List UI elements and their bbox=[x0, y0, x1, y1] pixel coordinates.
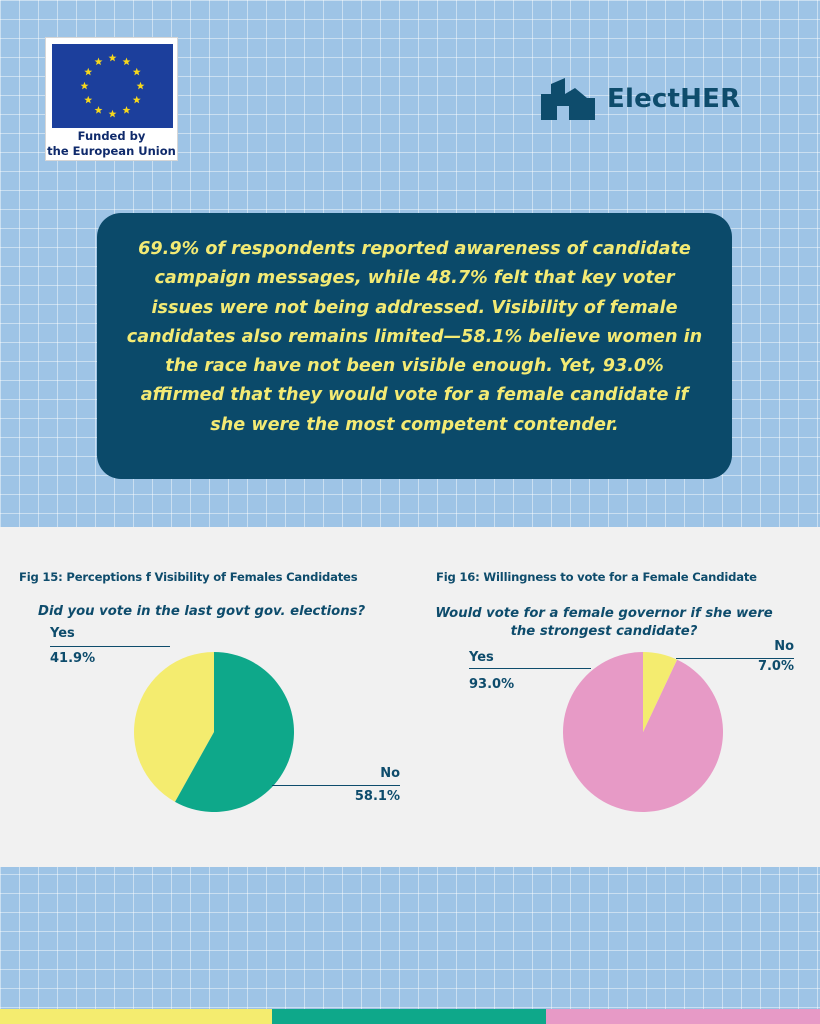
eu-stars-ring bbox=[80, 53, 145, 118]
eu-flag-icon bbox=[52, 44, 173, 128]
eu-star-icon bbox=[94, 57, 103, 66]
eu-star-icon bbox=[132, 67, 141, 76]
fig16-title: Fig 16: Willingness to vote for a Female… bbox=[436, 570, 757, 584]
fig15-yes-value: 41.9% bbox=[50, 651, 96, 666]
fig15-pie-slice-yes bbox=[134, 652, 214, 802]
fig15-question: Did you vote in the last govt gov. elect… bbox=[38, 604, 366, 619]
eu-star-icon bbox=[80, 81, 89, 90]
bottom-stripe-yellow bbox=[0, 1009, 272, 1024]
fig16-question-line1: Would vote for a female governor if she … bbox=[435, 606, 773, 621]
summary-text: 69.9% of respondents reported awareness … bbox=[126, 239, 703, 435]
bottom-stripe-pink bbox=[546, 1009, 820, 1024]
eu-funding-logo: Funded by the European Union bbox=[45, 37, 178, 161]
eu-funding-line1: Funded by bbox=[77, 129, 146, 143]
electher-brand-name: ElectHER bbox=[607, 84, 741, 114]
eu-star-icon bbox=[108, 53, 117, 62]
eu-star-icon bbox=[84, 95, 93, 104]
eu-star-icon bbox=[108, 109, 117, 118]
fig16-question: Would vote for a female governor if she … bbox=[428, 605, 780, 641]
eu-star-icon bbox=[84, 67, 93, 76]
electher-logo: ElectHER bbox=[539, 76, 740, 122]
eu-star-icon bbox=[122, 106, 131, 114]
fig15-yes-label: Yes bbox=[50, 626, 75, 641]
fig15-yes-leader bbox=[50, 646, 170, 647]
eu-star-icon bbox=[94, 106, 103, 114]
fig16-pie-slice-no bbox=[643, 652, 678, 732]
fig16-pie-chart bbox=[563, 652, 724, 812]
fig15-no-value: 58.1% bbox=[354, 789, 400, 804]
bottom-stripe-green bbox=[272, 1009, 546, 1024]
fig15-pie-slice-no bbox=[175, 652, 295, 812]
fig16-question-line2: the strongest candidate? bbox=[510, 624, 698, 639]
eu-star-icon bbox=[132, 95, 141, 104]
summary-box: 69.9% of respondents reported awareness … bbox=[97, 213, 732, 479]
fig16-yes-label: Yes bbox=[469, 650, 494, 665]
eu-star-icon bbox=[122, 57, 131, 66]
eu-star-icon bbox=[136, 81, 145, 90]
eu-funding-text: Funded by the European Union bbox=[46, 129, 177, 159]
fig16-no-value: 7.0% bbox=[757, 659, 794, 674]
fig15-no-label: No bbox=[380, 766, 400, 781]
fig16-pie-slice-yes bbox=[563, 652, 724, 812]
electher-mark-icon bbox=[541, 78, 595, 120]
fig16-yes-leader bbox=[469, 668, 591, 669]
fig16-no-leader bbox=[676, 658, 794, 659]
fig16-yes-value: 93.0% bbox=[469, 677, 515, 692]
fig15-title: Fig 15: Perceptions f Visibility of Fema… bbox=[19, 570, 358, 584]
fig15-pie-chart bbox=[134, 652, 295, 812]
fig16-no-label: No bbox=[774, 639, 794, 654]
fig15-no-leader bbox=[272, 785, 400, 786]
eu-funding-line2: the European Union bbox=[47, 144, 176, 158]
